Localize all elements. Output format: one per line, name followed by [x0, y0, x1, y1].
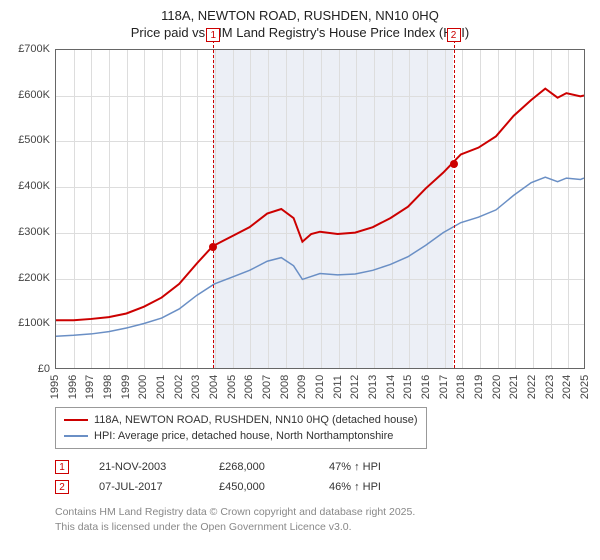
x-tick-label: 2019 [473, 375, 485, 399]
x-tick-label: 1999 [120, 375, 132, 399]
x-tick-label: 2015 [402, 375, 414, 399]
y-tick-label: £300K [8, 226, 50, 238]
x-tick-label: 2021 [508, 375, 520, 399]
x-tick-label: 2020 [491, 375, 503, 399]
x-tick-label: 2024 [561, 375, 573, 399]
x-tick-label: 1997 [84, 375, 96, 399]
legend-swatch [64, 435, 88, 437]
reference-pct: 46% ↑ HPI [329, 481, 409, 493]
x-tick-label: 2013 [367, 375, 379, 399]
y-tick-label: £600K [8, 89, 50, 101]
y-tick-label: £200K [8, 272, 50, 284]
legend: 118A, NEWTON ROAD, RUSHDEN, NN10 0HQ (de… [55, 407, 427, 449]
footer: Contains HM Land Registry data © Crown c… [55, 505, 600, 534]
x-tick-label: 2022 [526, 375, 538, 399]
marker-label: 2 [447, 28, 461, 42]
x-tick-label: 2009 [296, 375, 308, 399]
x-tick-label: 2012 [349, 375, 361, 399]
x-tick-label: 2017 [438, 375, 450, 399]
y-tick-label: £100K [8, 317, 50, 329]
x-tick-label: 2002 [173, 375, 185, 399]
x-tick-label: 2016 [420, 375, 432, 399]
chart-container: 118A, NEWTON ROAD, RUSHDEN, NN10 0HQ Pri… [0, 0, 600, 560]
x-tick-label: 2010 [314, 375, 326, 399]
x-tick-label: 2000 [137, 375, 149, 399]
marker-label: 1 [206, 28, 220, 42]
reference-marker: 1 [55, 460, 69, 474]
x-tick-label: 2001 [155, 375, 167, 399]
x-tick-label: 2006 [243, 375, 255, 399]
chart-title: 118A, NEWTON ROAD, RUSHDEN, NN10 0HQ [0, 8, 600, 23]
y-tick-label: £500K [8, 134, 50, 146]
reference-row: 1 21-NOV-2003 £268,000 47% ↑ HPI [55, 457, 600, 477]
reference-price: £268,000 [219, 461, 299, 473]
legend-item: 118A, NEWTON ROAD, RUSHDEN, NN10 0HQ (de… [64, 412, 418, 428]
legend-item: HPI: Average price, detached house, Nort… [64, 428, 418, 444]
x-tick-label: 2007 [261, 375, 273, 399]
line-chart-svg [56, 50, 584, 368]
x-tick-label: 1995 [49, 375, 61, 399]
x-tick-label: 2018 [455, 375, 467, 399]
x-tick-label: 2025 [579, 375, 591, 399]
x-tick-label: 2004 [208, 375, 220, 399]
marker-dot [209, 243, 217, 251]
plot-region: 12 [55, 49, 585, 369]
reference-date: 07-JUL-2017 [99, 481, 189, 493]
reference-marker: 2 [55, 480, 69, 494]
footer-line-2: This data is licensed under the Open Gov… [55, 520, 600, 535]
reference-pct: 47% ↑ HPI [329, 461, 409, 473]
reference-date: 21-NOV-2003 [99, 461, 189, 473]
title-area: 118A, NEWTON ROAD, RUSHDEN, NN10 0HQ Pri… [0, 0, 600, 44]
footer-line-1: Contains HM Land Registry data © Crown c… [55, 505, 600, 520]
x-tick-label: 1996 [67, 375, 79, 399]
y-tick-label: £700K [8, 43, 50, 55]
x-tick-label: 2008 [279, 375, 291, 399]
y-tick-label: £400K [8, 180, 50, 192]
x-tick-label: 2005 [226, 375, 238, 399]
y-tick-label: £0 [8, 363, 50, 375]
marker-dashed-line [454, 35, 455, 368]
chart-area: £0£100K£200K£300K£400K£500K£600K£700K 12… [10, 49, 590, 399]
reference-price: £450,000 [219, 481, 299, 493]
series-line-property [56, 89, 584, 321]
x-tick-label: 2014 [385, 375, 397, 399]
x-tick-label: 1998 [102, 375, 114, 399]
chart-subtitle: Price paid vs. HM Land Registry's House … [0, 25, 600, 40]
legend-swatch [64, 419, 88, 421]
reference-table: 1 21-NOV-2003 £268,000 47% ↑ HPI 2 07-JUL-201… [55, 457, 600, 497]
series-line-hpi [56, 177, 584, 336]
legend-label: HPI: Average price, detached house, Nort… [94, 430, 393, 442]
x-tick-label: 2011 [332, 375, 344, 399]
reference-row: 2 07-JUL-2017 £450,000 46% ↑ HPI [55, 477, 600, 497]
marker-dot [450, 160, 458, 168]
marker-dashed-line [213, 35, 214, 368]
legend-label: 118A, NEWTON ROAD, RUSHDEN, NN10 0HQ (de… [94, 414, 418, 426]
x-tick-label: 2023 [544, 375, 556, 399]
x-tick-label: 2003 [190, 375, 202, 399]
